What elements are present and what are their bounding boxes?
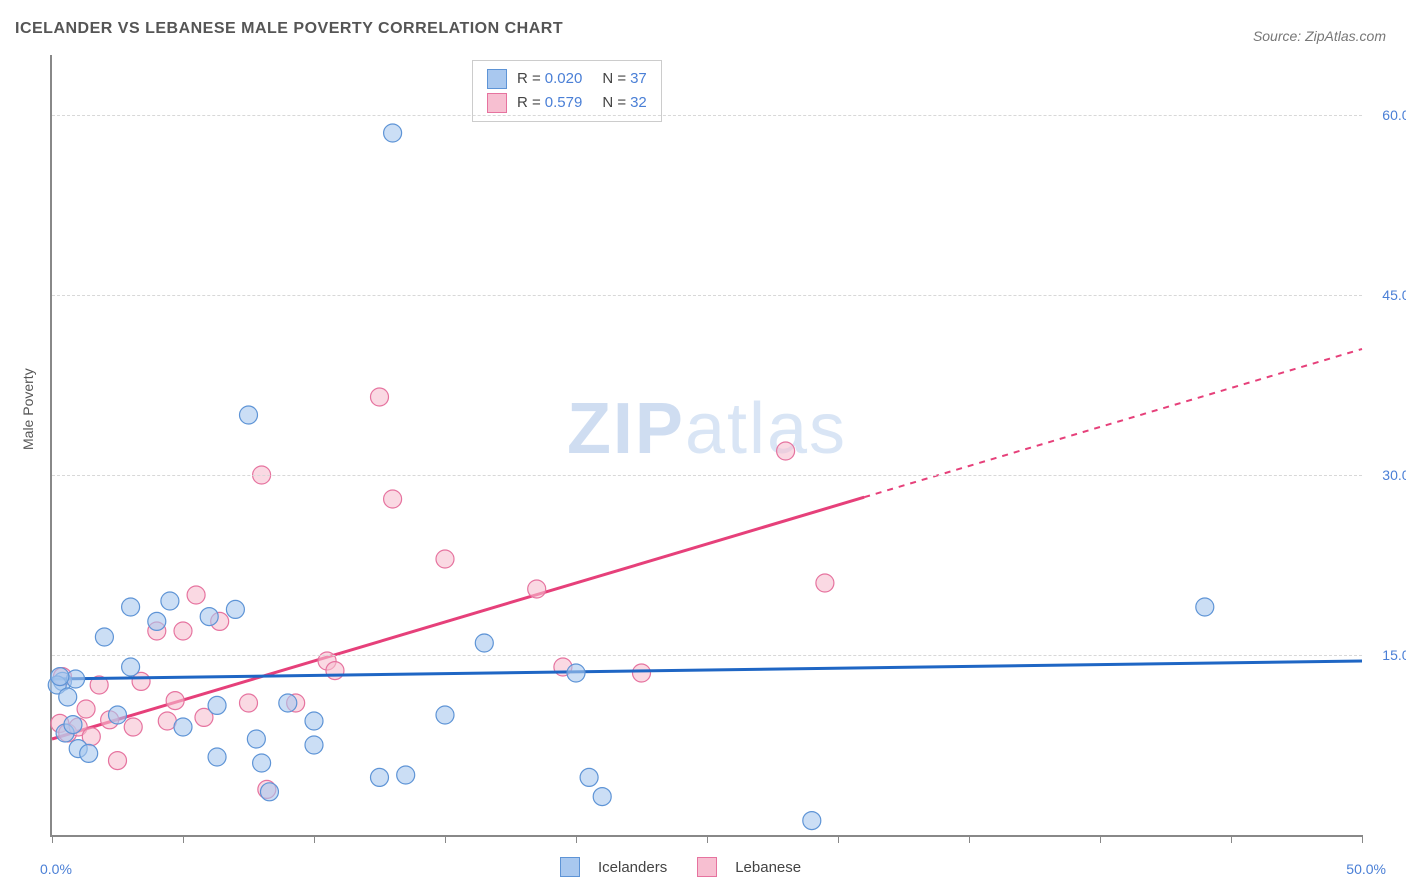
data-point-icelanders — [109, 706, 127, 724]
data-point-icelanders — [371, 768, 389, 786]
data-point-icelanders — [200, 608, 218, 626]
data-point-icelanders — [475, 634, 493, 652]
swatch-lebanese-icon — [697, 857, 717, 877]
data-point-icelanders — [59, 688, 77, 706]
y-tick-label: 45.0% — [1382, 287, 1406, 303]
x-tick — [183, 835, 184, 843]
data-point-icelanders — [1196, 598, 1214, 616]
x-tick — [52, 835, 53, 843]
data-point-lebanese — [436, 550, 454, 568]
data-point-icelanders — [80, 744, 98, 762]
data-point-icelanders — [51, 668, 69, 686]
data-point-icelanders — [436, 706, 454, 724]
x-tick — [1231, 835, 1232, 843]
y-tick-label: 30.0% — [1382, 467, 1406, 483]
chart-title: ICELANDER VS LEBANESE MALE POVERTY CORRE… — [15, 20, 563, 38]
data-point-lebanese — [109, 752, 127, 770]
y-tick-label: 15.0% — [1382, 647, 1406, 663]
data-point-icelanders — [580, 768, 598, 786]
data-point-icelanders — [397, 766, 415, 784]
data-point-lebanese — [371, 388, 389, 406]
gridline — [52, 655, 1362, 656]
data-point-lebanese — [174, 622, 192, 640]
x-tick — [707, 835, 708, 843]
data-point-icelanders — [208, 748, 226, 766]
data-point-icelanders — [240, 406, 258, 424]
x-tick — [445, 835, 446, 843]
data-point-icelanders — [803, 812, 821, 830]
data-point-lebanese — [326, 662, 344, 680]
data-point-icelanders — [279, 694, 297, 712]
data-point-icelanders — [174, 718, 192, 736]
legend-label-lebanese: Lebanese — [735, 859, 801, 876]
data-point-lebanese — [240, 694, 258, 712]
data-point-icelanders — [384, 124, 402, 142]
x-tick — [969, 835, 970, 843]
data-point-icelanders — [226, 600, 244, 618]
data-point-lebanese — [166, 692, 184, 710]
data-point-icelanders — [253, 754, 271, 772]
data-point-lebanese — [77, 700, 95, 718]
data-point-icelanders — [567, 664, 585, 682]
x-tick — [838, 835, 839, 843]
data-point-icelanders — [247, 730, 265, 748]
chart-plot-area: ZIPatlas R = 0.020 N = 37 R = 0.579 N = … — [50, 55, 1362, 837]
x-axis-end-label: 50.0% — [1346, 861, 1386, 877]
data-point-icelanders — [161, 592, 179, 610]
data-point-icelanders — [305, 712, 323, 730]
data-point-icelanders — [122, 598, 140, 616]
x-tick — [314, 835, 315, 843]
data-point-lebanese — [528, 580, 546, 598]
data-point-lebanese — [777, 442, 795, 460]
data-point-icelanders — [305, 736, 323, 754]
data-point-icelanders — [148, 612, 166, 630]
bottom-legend: Icelanders Lebanese — [560, 857, 801, 877]
gridline — [52, 295, 1362, 296]
y-axis-label: Male Poverty — [20, 368, 36, 450]
legend-label-icelanders: Icelanders — [598, 859, 667, 876]
data-point-icelanders — [95, 628, 113, 646]
data-point-icelanders — [122, 658, 140, 676]
data-point-lebanese — [187, 586, 205, 604]
data-point-icelanders — [64, 716, 82, 734]
x-axis-start-label: 0.0% — [40, 861, 72, 877]
gridline — [52, 115, 1362, 116]
x-tick — [1100, 835, 1101, 843]
swatch-icelanders-icon — [560, 857, 580, 877]
data-point-lebanese — [124, 718, 142, 736]
y-tick-label: 60.0% — [1382, 107, 1406, 123]
legend-item-lebanese: Lebanese — [697, 857, 801, 877]
data-point-lebanese — [633, 664, 651, 682]
x-tick — [1362, 835, 1363, 843]
source-label: Source: ZipAtlas.com — [1253, 28, 1386, 44]
gridline — [52, 475, 1362, 476]
trend-line-icelanders — [52, 661, 1362, 679]
plot-svg — [52, 55, 1362, 835]
data-point-icelanders — [208, 696, 226, 714]
data-point-icelanders — [67, 670, 85, 688]
data-point-icelanders — [593, 788, 611, 806]
data-point-icelanders — [260, 783, 278, 801]
data-point-lebanese — [384, 490, 402, 508]
legend-item-icelanders: Icelanders — [560, 857, 667, 877]
x-tick — [576, 835, 577, 843]
data-point-lebanese — [816, 574, 834, 592]
